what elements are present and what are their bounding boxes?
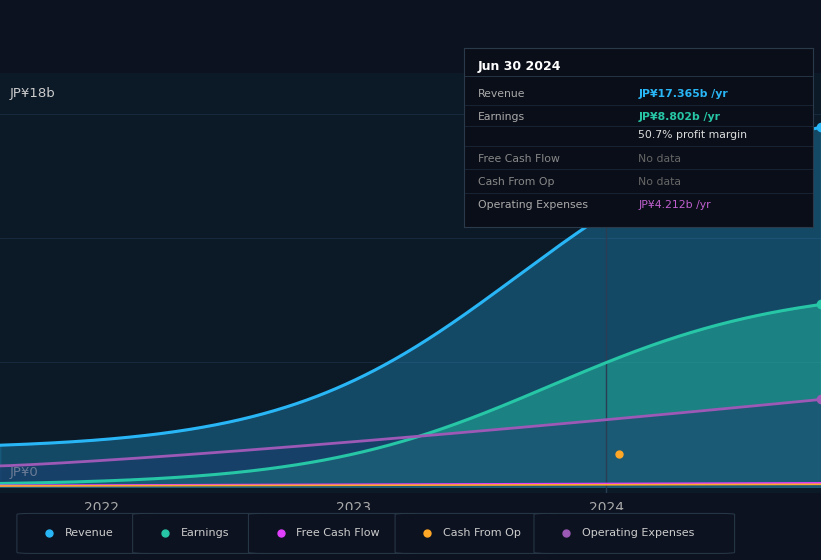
Text: JP¥0: JP¥0 bbox=[10, 466, 39, 479]
Text: JP¥18b: JP¥18b bbox=[10, 87, 56, 100]
Text: Revenue: Revenue bbox=[478, 89, 525, 99]
Text: Free Cash Flow: Free Cash Flow bbox=[296, 529, 380, 538]
Text: JP¥4.212b /yr: JP¥4.212b /yr bbox=[639, 200, 711, 211]
Text: JP¥17.365b /yr: JP¥17.365b /yr bbox=[639, 89, 728, 99]
Text: Earnings: Earnings bbox=[181, 529, 229, 538]
Text: Cash From Op: Cash From Op bbox=[478, 177, 554, 187]
Text: 50.7% profit margin: 50.7% profit margin bbox=[639, 130, 747, 141]
FancyBboxPatch shape bbox=[133, 514, 272, 553]
Text: No data: No data bbox=[639, 177, 681, 187]
FancyBboxPatch shape bbox=[395, 514, 557, 553]
FancyBboxPatch shape bbox=[249, 514, 418, 553]
Text: No data: No data bbox=[639, 153, 681, 164]
Text: Operating Expenses: Operating Expenses bbox=[478, 200, 588, 211]
Text: Revenue: Revenue bbox=[65, 529, 113, 538]
Text: Free Cash Flow: Free Cash Flow bbox=[478, 153, 560, 164]
Text: Cash From Op: Cash From Op bbox=[443, 529, 521, 538]
FancyBboxPatch shape bbox=[534, 514, 735, 553]
Text: Jun 30 2024: Jun 30 2024 bbox=[478, 60, 562, 73]
Text: Earnings: Earnings bbox=[478, 113, 525, 123]
Text: JP¥8.802b /yr: JP¥8.802b /yr bbox=[639, 113, 720, 123]
FancyBboxPatch shape bbox=[17, 514, 156, 553]
Text: Operating Expenses: Operating Expenses bbox=[582, 529, 695, 538]
